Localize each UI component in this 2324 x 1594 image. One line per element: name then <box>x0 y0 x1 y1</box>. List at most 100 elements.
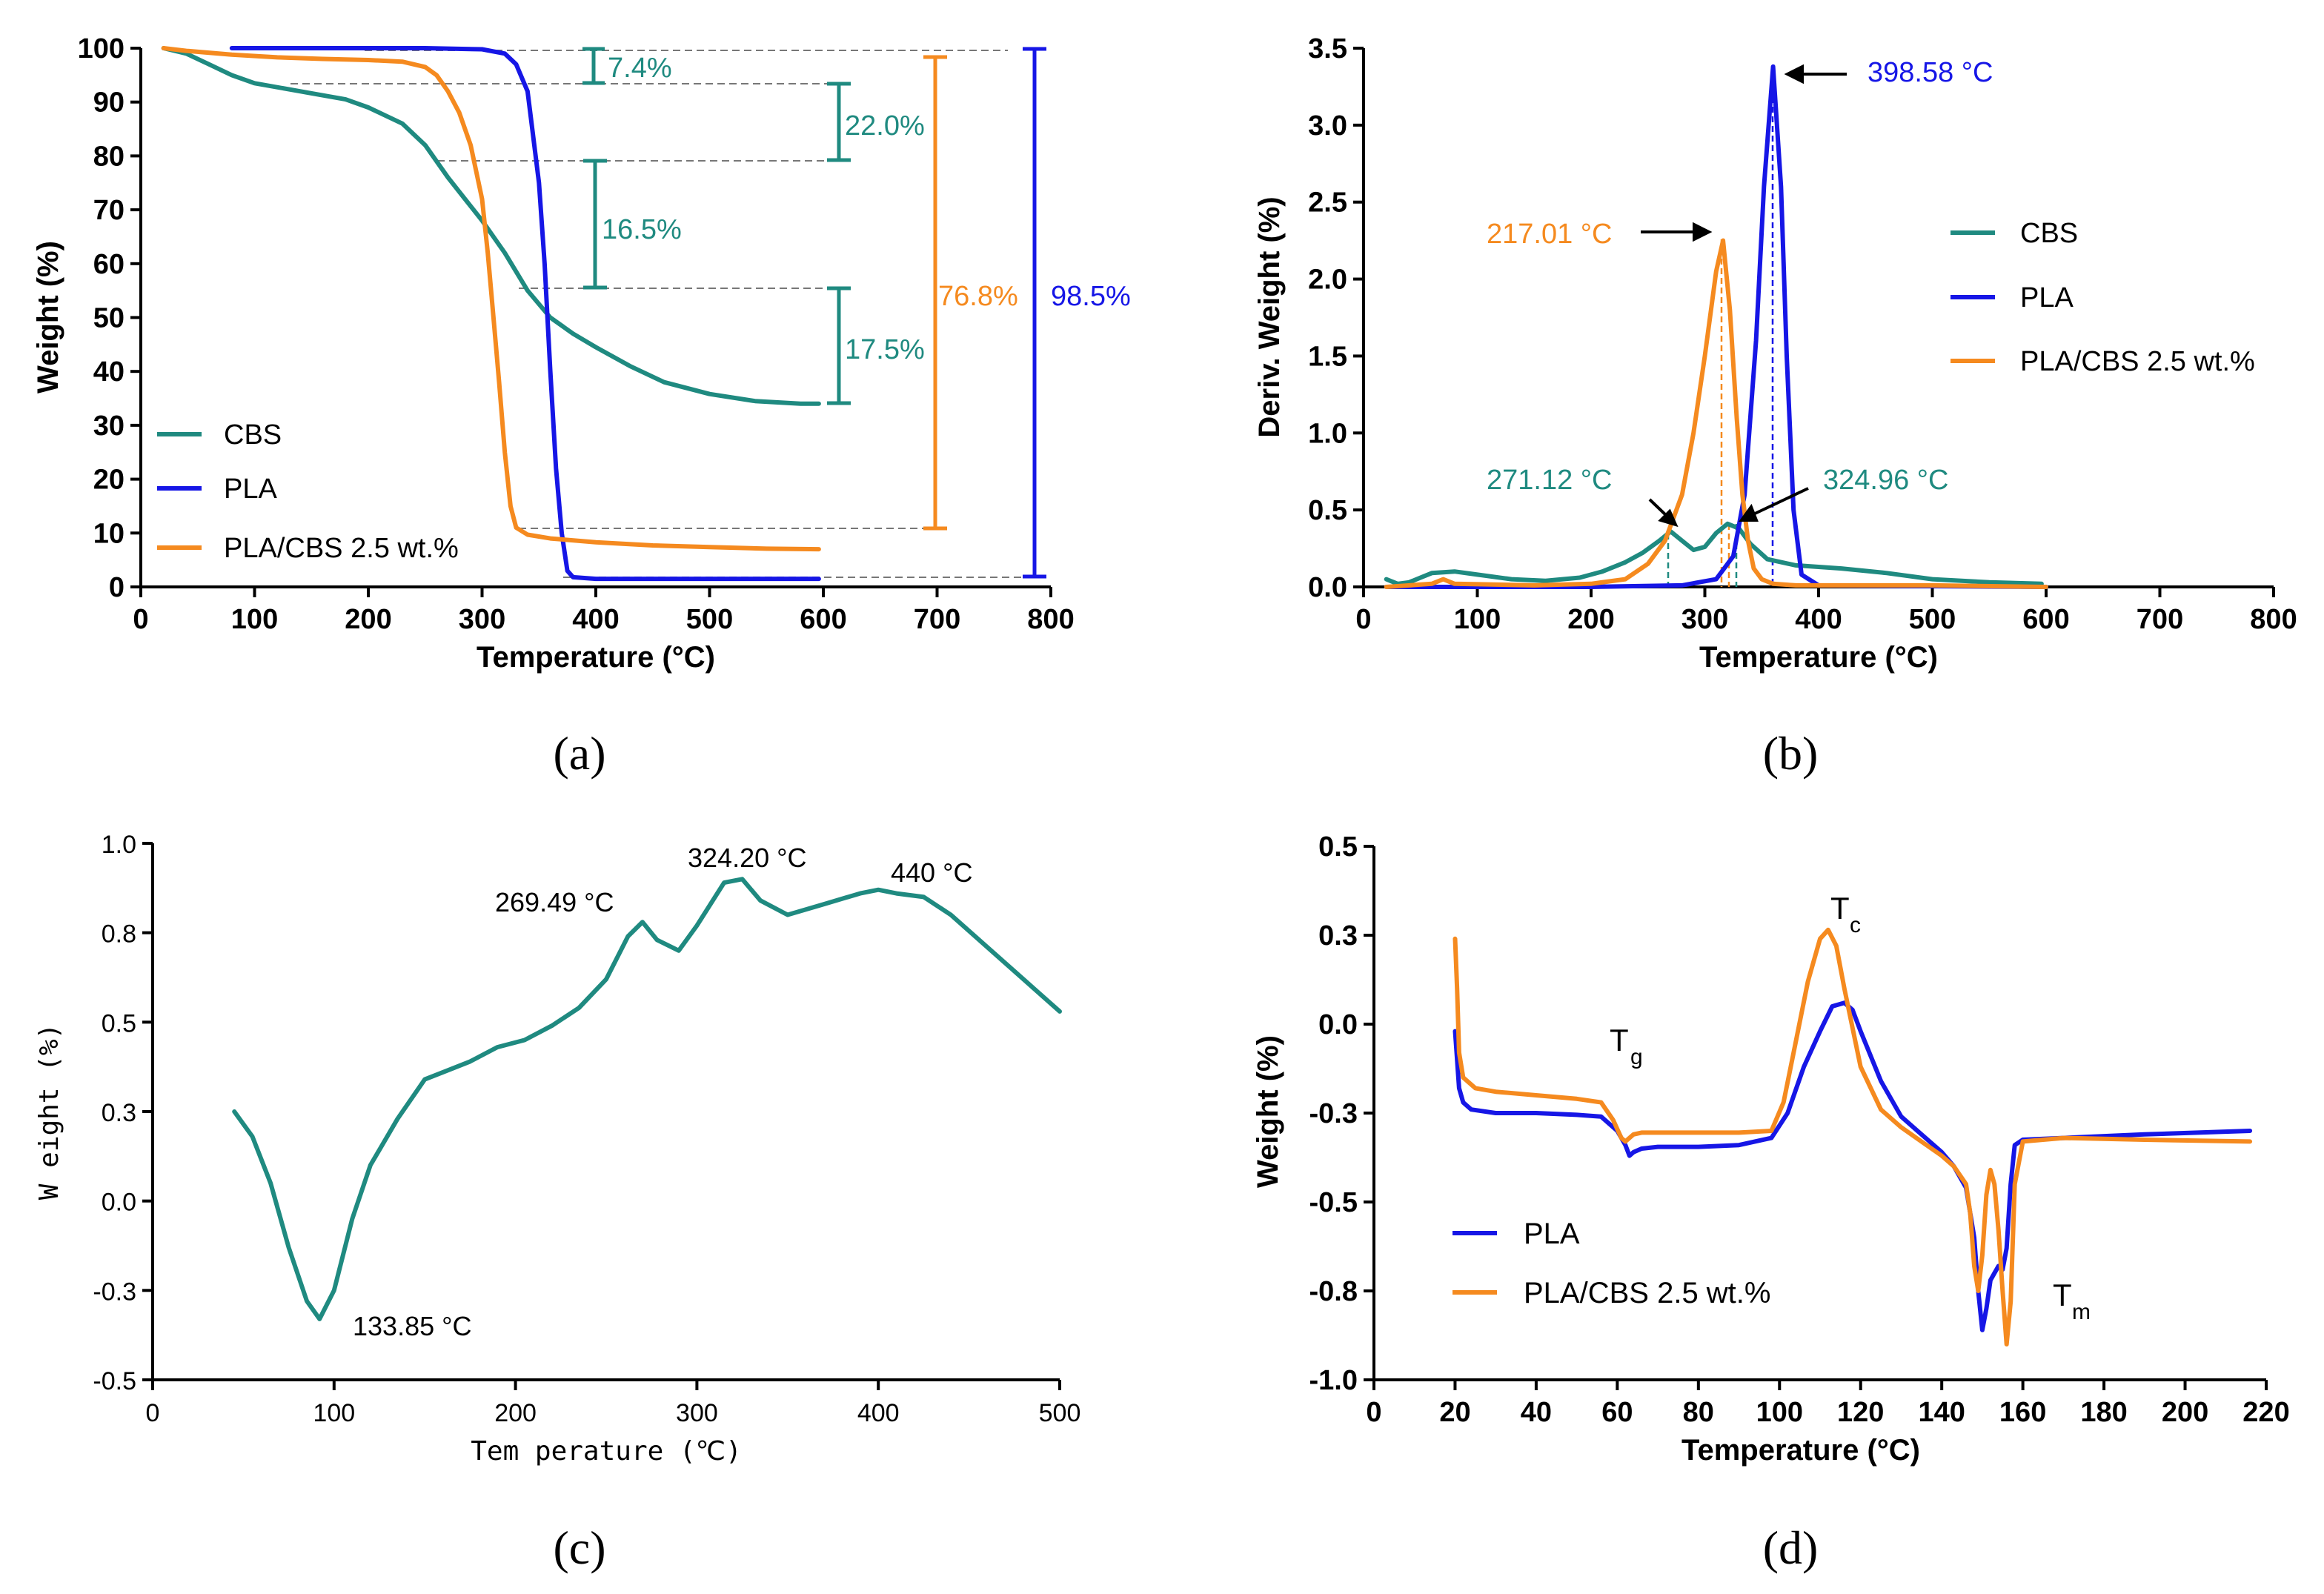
d-ticks: 0 20 40 60 80 100 120 140 160 180 200 220 -1.0 -0.8 -0… <box>1309 831 2290 1428</box>
a-annotations: 7.4% 22.0% 16.5% 17.5% 76.8% 98.5% <box>602 53 1131 365</box>
d-y-label: Weight (%) <box>1252 1035 1284 1188</box>
c-series-group <box>232 877 1062 1321</box>
b-series-pla <box>1384 64 2048 589</box>
c-series-cbs <box>232 877 1062 1321</box>
d-ytick-label-4: 0.0 <box>1318 1009 1358 1040</box>
a-ytick-label-1: 10 <box>93 518 124 549</box>
b-ticks: 0 100 200 300 400 500 600 700 800 0.0 0.5 1.0 1.5 2.0… <box>1308 33 2297 635</box>
a-bracket-7 <box>582 47 605 85</box>
b-series-group <box>1384 64 2048 589</box>
b-ytick-label-1: 0.5 <box>1308 495 1347 526</box>
d-series-group <box>1452 927 2253 1346</box>
b-legend-cbs: CBS <box>2020 218 2078 249</box>
c-x-label: Tem perature (℃) <box>471 1436 742 1467</box>
b-ytick-label-0: 0.0 <box>1308 572 1347 603</box>
b-ann-cbs1: 271.12 °C <box>1487 465 1612 496</box>
a-ytick-label-0: 0 <box>109 572 124 603</box>
panel-label-b: (b) <box>1763 727 1819 780</box>
b-xtick-label-7: 700 <box>2137 604 2183 635</box>
b-ytick-label-5: 2.5 <box>1308 187 1347 219</box>
a-y-label: Weight (%) <box>32 241 64 393</box>
a-xtick-label-8: 800 <box>1027 604 1074 635</box>
d-ann-tc: T <box>1830 891 1850 926</box>
c-ytick-label-5: 0.8 <box>102 920 136 949</box>
a-bracket-16 <box>583 159 607 290</box>
c-xtick-label-2: 200 <box>494 1399 537 1427</box>
d-xtick-label-11: 220 <box>2242 1397 2289 1428</box>
d-series-pla-cbs-2-5-wt- <box>1452 927 2253 1346</box>
a-legend-pla: PLA <box>224 474 277 505</box>
a-xtick-label-1: 100 <box>231 604 278 635</box>
b-ytick-label-2: 1.0 <box>1308 418 1347 449</box>
b-xtick-label-6: 600 <box>2022 604 2069 635</box>
c-ytick-label-4: 0.5 <box>102 1009 136 1037</box>
d-xtick-label-5: 100 <box>1756 1397 1803 1428</box>
b-ann-pla: 398.58 °C <box>1868 57 1993 88</box>
b-arrowhead-cbs2 <box>1739 503 1759 522</box>
c-ann-p3: 440 °C <box>891 857 972 888</box>
b-xtick-label-4: 400 <box>1795 604 1842 635</box>
c-xtick-label-0: 0 <box>146 1399 160 1427</box>
b-xtick-label-5: 500 <box>1909 604 1956 635</box>
b-ytick-label-4: 2.0 <box>1308 265 1347 296</box>
a-series-cbs <box>161 46 821 406</box>
a-ytick-label-6: 60 <box>93 249 124 280</box>
d-annotations: T g T c T m <box>1610 891 2091 1324</box>
a-ann-3: 17.5% <box>845 334 925 365</box>
a-ytick-label-7: 70 <box>93 195 124 226</box>
d-x-label: Temperature (°C) <box>1681 1434 1920 1467</box>
a-series-pla <box>229 46 821 582</box>
c-ytick-label-6: 1.0 <box>102 831 136 859</box>
panel-label-d: (d) <box>1763 1521 1819 1574</box>
b-xtick-label-8: 800 <box>2250 604 2297 635</box>
d-ann-tm: T <box>2053 1278 2072 1312</box>
b-xtick-label-3: 300 <box>1681 604 1728 635</box>
panel-a: 0 100 200 300 400 500 600 700 800 0 10 20 30 40 50 60 70… <box>32 33 1131 780</box>
a-xtick-label-4: 400 <box>572 604 619 635</box>
a-ticks: 0 100 200 300 400 500 600 700 800 0 10 20 30 40 50 60 70… <box>78 33 1075 635</box>
a-legend-cbs: CBS <box>224 419 282 451</box>
a-ytick-label-9: 90 <box>93 87 124 119</box>
b-ann-blend: 217.01 °C <box>1487 219 1612 250</box>
b-xtick-label-1: 100 <box>1454 604 1501 635</box>
d-xtick-label-1: 20 <box>1439 1397 1470 1428</box>
c-ytick-label-2: 0.0 <box>102 1189 136 1217</box>
d-xtick-label-8: 160 <box>1999 1397 2046 1428</box>
b-x-label: Temperature (°C) <box>1699 641 1938 674</box>
d-legend-blend: PLA/CBS 2.5 wt.% <box>1524 1277 1770 1309</box>
a-series-pla-cbs-2-5-wt- <box>161 46 821 552</box>
d-ytick-label-3: -0.3 <box>1309 1098 1358 1129</box>
b-legend-pla: PLA <box>2020 282 2074 313</box>
b-series-pla-cbs-2-5-wt- <box>1384 238 2048 589</box>
a-ann-5: 98.5% <box>1051 281 1131 312</box>
b-arrowhead-blend <box>1693 222 1713 242</box>
c-ann-p1: 269.49 °C <box>495 887 614 917</box>
a-brackets <box>582 47 1046 579</box>
d-xtick-label-7: 140 <box>1918 1397 1965 1428</box>
d-xtick-label-3: 60 <box>1601 1397 1633 1428</box>
c-annotations: 133.85 °C 269.49 °C 324.20 °C 440 °C <box>353 843 972 1341</box>
a-x-label: Temperature (°C) <box>477 641 715 674</box>
c-xtick-label-4: 400 <box>857 1399 900 1427</box>
d-ann-tc-sub: c <box>1850 913 1861 937</box>
a-xtick-label-2: 200 <box>345 604 391 635</box>
c-y-label: W eight (%) <box>34 1023 64 1200</box>
d-ann-tg-sub: g <box>1630 1045 1643 1069</box>
d-legend-pla: PLA <box>1524 1218 1580 1250</box>
a-ytick-label-5: 50 <box>93 303 124 334</box>
c-ann-min: 133.85 °C <box>353 1311 472 1341</box>
a-legend-blend: PLA/CBS 2.5 wt.% <box>224 533 459 564</box>
a-series-group <box>161 46 821 582</box>
panel-label-c: (c) <box>553 1521 605 1574</box>
b-series-cbs <box>1384 521 2044 586</box>
a-bracket-98 <box>1023 47 1046 579</box>
a-ann-1: 22.0% <box>845 110 925 142</box>
d-xtick-label-4: 80 <box>1683 1397 1714 1428</box>
a-legend: CBS PLA PLA/CBS 2.5 wt.% <box>157 419 459 564</box>
d-ann-tm-sub: m <box>2072 1300 2091 1324</box>
a-ann-4: 76.8% <box>938 281 1018 312</box>
d-xtick-label-10: 200 <box>2162 1397 2208 1428</box>
d-ytick-label-2: -0.5 <box>1309 1187 1358 1218</box>
c-ann-p2: 324.20 °C <box>688 843 807 873</box>
a-ytick-label-8: 80 <box>93 141 124 172</box>
